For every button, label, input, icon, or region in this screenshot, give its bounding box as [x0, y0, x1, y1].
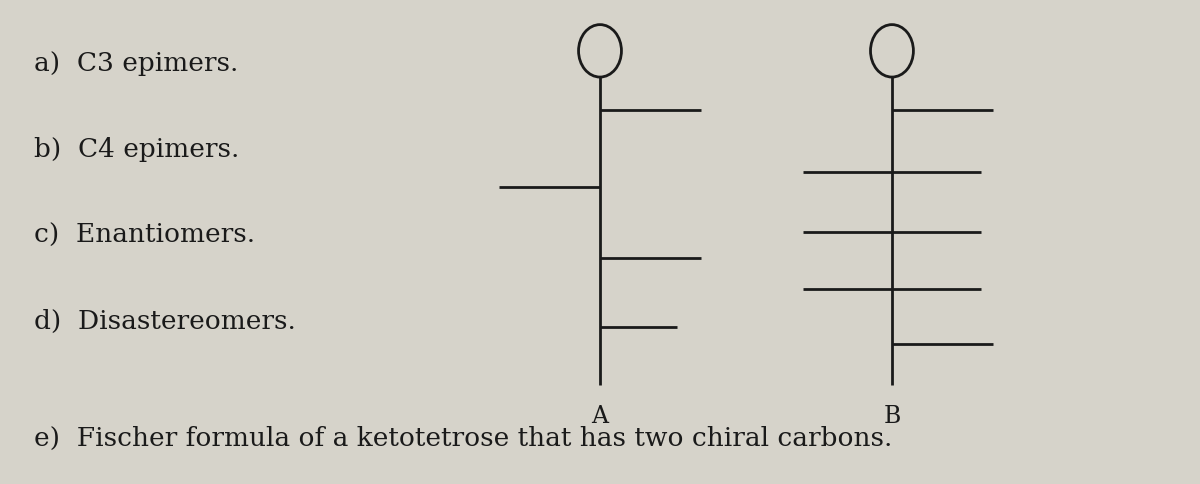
Text: d)  Disastereomers.: d) Disastereomers.: [34, 308, 296, 333]
Text: a)  C3 epimers.: a) C3 epimers.: [34, 51, 239, 76]
Text: b)  C4 epimers.: b) C4 epimers.: [34, 137, 239, 162]
Text: A: A: [592, 404, 608, 427]
Text: c)  Enantiomers.: c) Enantiomers.: [34, 222, 256, 247]
Text: e)  Fischer formula of a ketotetrose that has two chiral carbons.: e) Fischer formula of a ketotetrose that…: [34, 424, 893, 450]
Text: B: B: [883, 404, 901, 427]
